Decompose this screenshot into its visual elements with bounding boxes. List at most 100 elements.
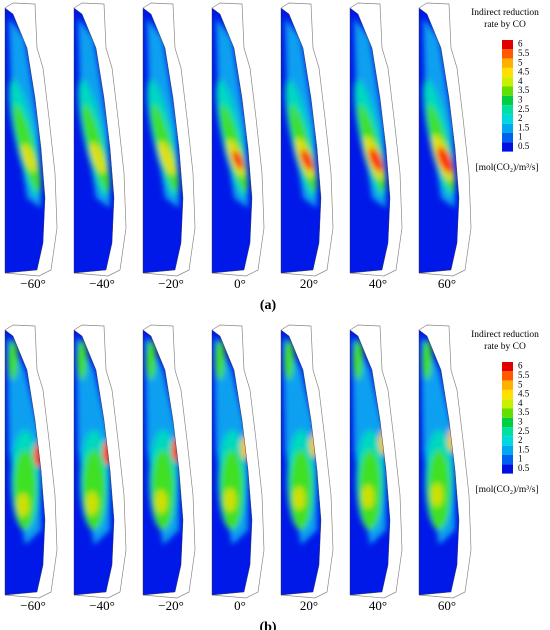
contour-slab (73, 324, 127, 599)
colorbar-tick: 2.5 (518, 426, 530, 436)
colorbar-tick: 5 (518, 379, 523, 389)
band (362, 484, 374, 509)
angle-label: 20° (300, 598, 318, 613)
contour-slab (211, 324, 265, 599)
contour-fill (281, 330, 321, 595)
contour-fill (419, 8, 459, 273)
colorbar-tick: 3.5 (518, 407, 530, 417)
contour-fill (281, 8, 321, 273)
angle-label: 60° (438, 598, 456, 613)
contour-slab (418, 324, 472, 599)
slab-edge (142, 329, 184, 596)
contour-slab (4, 2, 58, 277)
colorbar-band (502, 77, 513, 87)
colorbar-tick: 5.5 (518, 370, 530, 380)
band (431, 483, 443, 507)
hot (241, 435, 251, 460)
blobs (145, 335, 182, 545)
colorbar-band (502, 417, 513, 428)
hot (368, 148, 384, 172)
contour-slab (418, 2, 472, 277)
colorbar-band (502, 49, 513, 59)
slab-outline (4, 324, 58, 599)
colorbar-band (502, 455, 513, 465)
colorbar-tick: 2 (518, 435, 523, 445)
slab-outline (211, 324, 265, 599)
colorbar-band (502, 142, 513, 152)
blobs (283, 335, 320, 545)
contour-slab (142, 2, 196, 277)
band (152, 450, 174, 530)
colorbar-band (502, 464, 513, 474)
slab-edge (211, 329, 253, 596)
slab-outline (349, 324, 403, 599)
slab-edge (211, 7, 253, 274)
blobs (421, 335, 458, 545)
band (77, 340, 87, 380)
colorbar-tick: 4.5 (518, 67, 530, 77)
band (14, 450, 36, 530)
colorbar-tick: 0.5 (518, 141, 530, 151)
band (8, 340, 18, 380)
blobs (9, 18, 41, 208)
slab-outline (142, 2, 196, 277)
colorbar-band (502, 40, 513, 50)
hot (448, 428, 458, 452)
contour-slab (211, 2, 265, 277)
colorbar-tick: 4 (518, 398, 523, 408)
slab-outline (73, 2, 127, 277)
band (86, 491, 98, 516)
band (22, 143, 36, 173)
colorbar-tick: 2 (518, 113, 523, 123)
panel-label: (a) (260, 298, 277, 313)
blobs (214, 335, 251, 545)
slab-outline (4, 2, 58, 277)
colorbar-tick: 5 (518, 57, 523, 67)
contour-fill (419, 330, 459, 595)
slab-outline (418, 324, 472, 599)
contour-slab (349, 324, 403, 599)
blobs (78, 18, 110, 208)
angle-label: 40° (369, 598, 387, 613)
slab-outline (211, 2, 265, 277)
band (224, 488, 236, 512)
colorbar-unit: [mol(CO₂)/m³/s] (475, 484, 538, 495)
slab-outline (280, 2, 334, 277)
colorbar-tick: 4.5 (518, 389, 530, 399)
contour-fill (143, 330, 183, 595)
angle-label: −60° (20, 598, 46, 613)
hot (379, 430, 389, 455)
band (422, 340, 432, 380)
slab-edge (73, 329, 115, 596)
colorbar-band (502, 114, 513, 124)
colorbar-band (502, 67, 513, 78)
hot (172, 438, 182, 462)
colorbar-tick: 3 (518, 417, 523, 427)
band (293, 486, 305, 511)
blobs (285, 18, 317, 208)
slab-outline (280, 324, 334, 599)
contour-fill (212, 8, 252, 273)
band (155, 489, 167, 514)
slab-edge (349, 7, 391, 274)
colorbar-tick: 6 (518, 361, 523, 371)
angle-label: −20° (158, 276, 184, 291)
colorbar-band (502, 445, 513, 455)
contour-fill (350, 8, 390, 273)
slab-edge (418, 7, 460, 274)
colorbar-band (502, 86, 513, 96)
blobs (423, 18, 455, 208)
angle-label: 20° (300, 276, 318, 291)
colorbar-tick: 2.5 (518, 104, 530, 114)
colorbar-band (502, 408, 513, 418)
angle-label: −40° (89, 598, 115, 613)
hot (436, 147, 454, 173)
colorbar-band (502, 436, 513, 446)
colorbar-band (502, 427, 513, 437)
colorbar-unit: [mol(CO₂)/m³/s] (475, 162, 538, 173)
colorbar-band (502, 58, 513, 68)
panel: −60° −40° −20° 0° 20° 40° 60° (a) Indirect reduc… (4, 2, 539, 313)
colorbar-tick: 5.5 (518, 48, 530, 58)
slab-edge (142, 7, 184, 274)
